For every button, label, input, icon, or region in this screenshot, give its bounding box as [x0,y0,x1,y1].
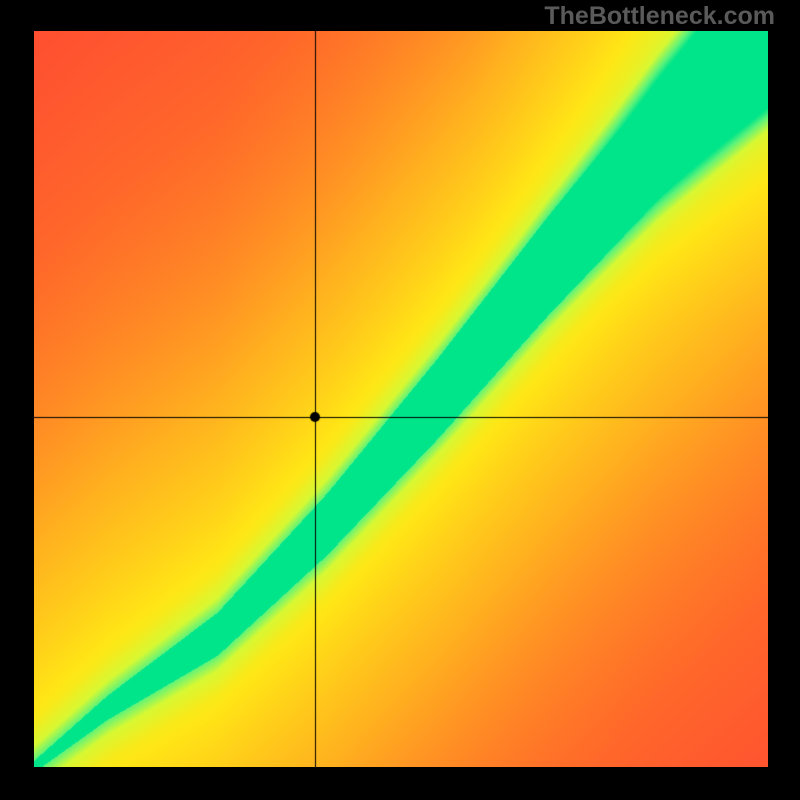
chart-container: TheBottleneck.com [0,0,800,800]
heatmap-canvas [34,31,768,767]
watermark-text: TheBottleneck.com [544,2,775,31]
